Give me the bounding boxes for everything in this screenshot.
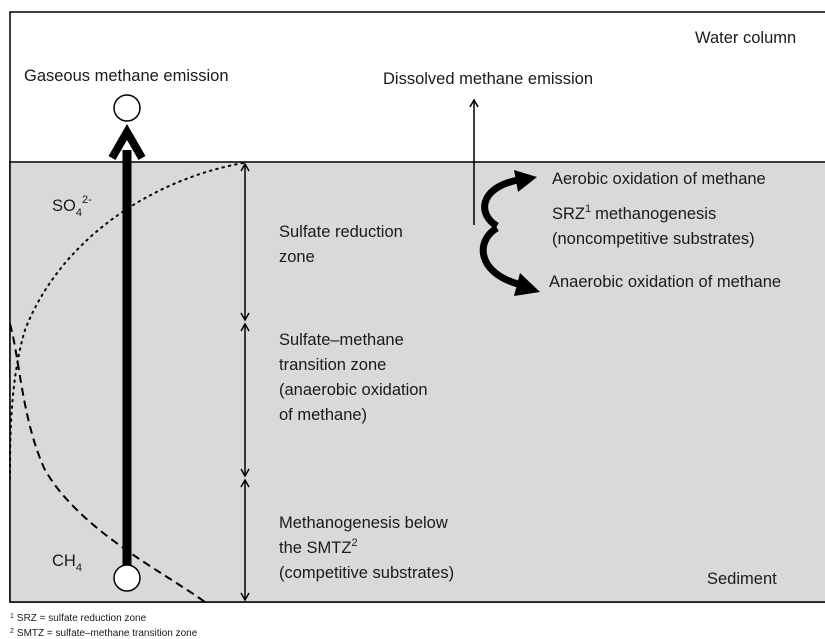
zone-label: of methane)	[279, 406, 367, 424]
bubble	[113, 564, 141, 592]
sediment-area	[9, 161, 825, 603]
gaseous-label: Gaseous methane emission	[24, 67, 229, 85]
zone-label: Methanogenesis below	[279, 514, 448, 532]
zone-label: Sulfate–methane	[279, 331, 404, 349]
formula: CH	[52, 552, 76, 570]
footnote-mark: 1	[10, 613, 14, 620]
process-text: methanogenesis	[595, 205, 716, 223]
footnote: 2 SMTZ = sulfate–methane transition zone	[10, 628, 198, 639]
so4-label: SO42-	[52, 194, 92, 219]
subscript: 4	[76, 207, 82, 219]
bubble	[113, 94, 141, 122]
curved-arrowhead	[514, 273, 540, 296]
zone-label: zone	[279, 248, 315, 266]
formula: SO	[52, 197, 76, 215]
process-label: SRZ1 methanogenesis	[552, 203, 716, 223]
sulfate-profile	[9, 162, 244, 479]
process-label: Anaerobic oxidation of methane	[549, 273, 781, 291]
footnote-text: SMTZ = sulfate–methane transition zone	[17, 628, 198, 639]
dissolved-label: Dissolved methane emission	[383, 70, 593, 88]
abbr: SRZ	[552, 205, 585, 223]
zone-label: the SMTZ2	[279, 537, 358, 557]
curved-arrow	[481, 176, 519, 230]
curved-arrowhead	[514, 170, 537, 192]
footnote-mark: 2	[10, 628, 14, 635]
methane-profile	[9, 323, 206, 603]
footnote: 1 SRZ = sulfate reduction zone	[10, 613, 147, 624]
subscript: 4	[76, 562, 82, 574]
water-label: Water column	[695, 29, 796, 47]
zone-label: Sulfate reduction	[279, 223, 403, 241]
superscript: 1	[585, 203, 591, 215]
zone-label: transition zone	[279, 356, 386, 374]
superscript: 2	[351, 537, 357, 549]
sediment-label: Sediment	[707, 570, 777, 588]
zone-label: (competitive substrates)	[279, 564, 454, 582]
curved-arrow	[479, 224, 520, 288]
zone-line: the SMTZ	[279, 539, 351, 557]
superscript: 2-	[82, 194, 92, 206]
footnote-text: SRZ = sulfate reduction zone	[17, 613, 147, 624]
process-label: (noncompetitive substrates)	[552, 230, 755, 248]
process-label: Aerobic oxidation of methane	[552, 170, 766, 188]
gas-arrowhead	[108, 123, 146, 160]
zone-label: (anaerobic oxidation	[279, 381, 428, 399]
ch4-label: CH4	[52, 552, 82, 574]
